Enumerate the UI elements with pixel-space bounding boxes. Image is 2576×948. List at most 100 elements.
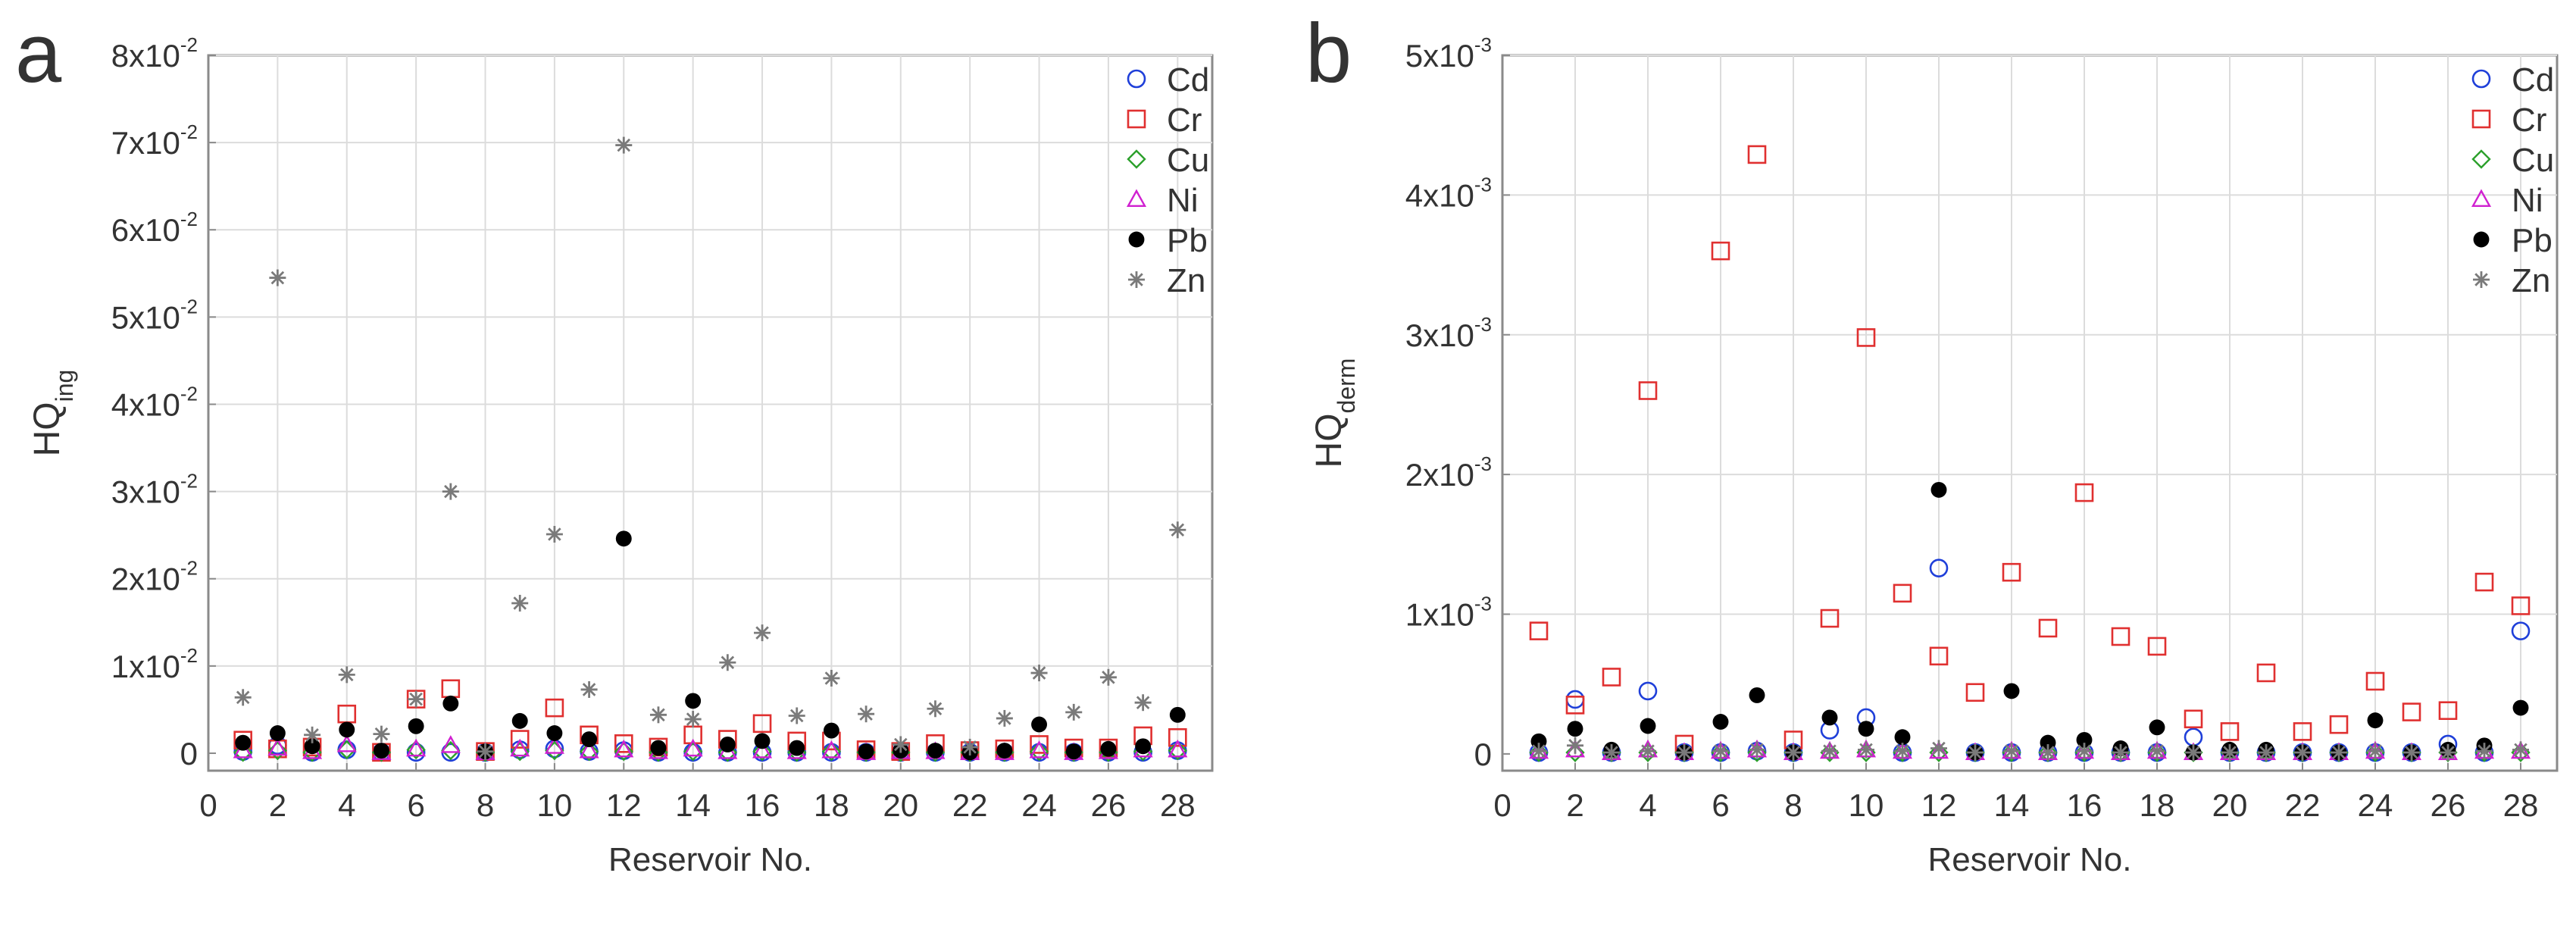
data-point-cu [614, 741, 633, 762]
x-tick-label: 20 [2212, 787, 2248, 823]
legend-marker-ni [2471, 189, 2492, 207]
y-tick-label: 3x10-3 [1405, 313, 1492, 353]
data-point-pb [927, 743, 943, 759]
data-point-ni [1928, 740, 1949, 759]
data-point-zn [961, 738, 979, 756]
legend-label: Cd [2512, 61, 2554, 99]
data-point-cu [1168, 740, 1188, 761]
y-tick-label: 0 [1474, 737, 1492, 772]
legend-marker-cr [1127, 109, 1146, 129]
data-point-zn [996, 709, 1013, 727]
x-tick-label: 8 [477, 787, 494, 823]
data-point-ni [233, 740, 253, 759]
data-point-cu [2074, 743, 2094, 762]
x-tick-label: 0 [199, 787, 217, 823]
data-point-pb [1749, 687, 1765, 703]
data-point-zn [2476, 743, 2493, 760]
x-tick-label: 24 [2358, 787, 2393, 823]
y-tick-label: 8x10-2 [111, 33, 198, 74]
legend-marker-cr [2471, 109, 2491, 129]
data-point-pb [996, 743, 1013, 759]
x-tick-label: 18 [2140, 787, 2175, 823]
gridlines [1502, 55, 2557, 771]
data-point-cr [510, 730, 530, 749]
x-axis-ticks: 0 2 4 6 8 10 12 14 16 18 20 22 24 26 28 [1493, 763, 2538, 823]
data-point-pb [2003, 683, 2020, 699]
y-axis-label-main: HQ [1309, 413, 1349, 468]
data-point-pb [1821, 709, 1838, 726]
data-point-zn [2003, 743, 2020, 760]
data-point-pb [1567, 721, 1583, 737]
x-tick-label: 16 [2067, 787, 2102, 823]
data-point-zn [234, 689, 252, 706]
data-point-zn [1065, 703, 1083, 721]
legend-marker-cd [2471, 69, 2491, 89]
x-tick-label: 0 [1493, 787, 1511, 823]
x-axis-label: Reservoir No. [1928, 841, 2132, 878]
y-tick-label: 4x10-3 [1405, 173, 1492, 213]
x-tick-label: 6 [1712, 787, 1729, 823]
data-point-zn [2440, 744, 2456, 762]
x-tick-label: 14 [675, 787, 711, 823]
y-tick-label: 1x10-3 [1405, 593, 1492, 633]
data-point-cu [1029, 741, 1049, 762]
data-point-zn [2331, 744, 2347, 762]
data-point-cr [1747, 145, 1767, 164]
data-point-cu [1929, 743, 1949, 762]
y-axis-ticks: 0 1x10-3 2x10-3 3x10-3 4x10-3 5x10-3 [1405, 33, 1510, 772]
data-point-zn [1567, 737, 1583, 754]
data-point-zn [615, 136, 633, 154]
data-point-zn [754, 624, 771, 642]
data-point-pb [2076, 731, 2093, 748]
data-point-pb [823, 722, 839, 739]
data-point-zn [1749, 741, 1765, 759]
data-point-zn [1785, 744, 1802, 762]
data-point-zn [892, 736, 909, 753]
data-point-cr [2256, 663, 2276, 683]
data-points [233, 136, 1188, 762]
data-point-cr [2365, 671, 2385, 691]
data-point-cr [614, 734, 633, 753]
data-point-zn [927, 700, 944, 718]
data-point-cu [233, 743, 253, 762]
y-tick-label: 3x10-2 [111, 470, 198, 510]
x-tick-label: 28 [2503, 787, 2539, 823]
data-point-pb [581, 731, 598, 748]
data-point-pb [511, 712, 528, 729]
data-point-pb [373, 743, 389, 759]
data-point-cr [2329, 715, 2349, 734]
data-point-zn [2258, 744, 2274, 762]
data-point-cu [406, 740, 426, 760]
data-point-cr [1893, 584, 1912, 603]
data-point-zn [2512, 741, 2529, 759]
data-point-cr [2474, 572, 2494, 592]
data-point-zn [1603, 744, 1620, 762]
data-point-zn [858, 706, 875, 723]
data-point-zn [2403, 744, 2420, 762]
data-point-zn [546, 526, 563, 543]
data-point-pb [1894, 729, 1911, 746]
data-point-zn [1821, 743, 1838, 760]
data-point-cr [1965, 683, 1985, 702]
data-point-cr [1856, 328, 1876, 347]
x-tick-label: 2 [269, 787, 286, 823]
data-point-cu [1711, 743, 1730, 762]
y-tick-label: 4x10-2 [111, 382, 198, 422]
legend-label: Zn [2512, 262, 2550, 299]
data-point-cr [545, 698, 564, 718]
data-point-pb [789, 740, 805, 756]
data-point-zn [2149, 743, 2165, 760]
data-point-cr [1529, 621, 1549, 640]
data-point-zn [580, 680, 598, 698]
data-point-cd [406, 743, 426, 762]
y-tick-label: 5x10-3 [1405, 33, 1492, 74]
data-point-ni [510, 738, 530, 757]
legend-label: Pb [2512, 222, 2553, 259]
data-point-cr [1820, 609, 1840, 628]
y-axis-ticks: 0 1x10-2 2x10-2 3x10-2 4x10-2 5x10-2 6x10-2 7x1… [111, 33, 216, 771]
x-tick-label: 18 [814, 787, 849, 823]
data-point-zn [442, 483, 459, 500]
chart-panel-b: b 0 2 4 6 8 10 12 14 16 18 20 22 24 26 28 01x10-32x10-… [1305, 7, 2559, 878]
